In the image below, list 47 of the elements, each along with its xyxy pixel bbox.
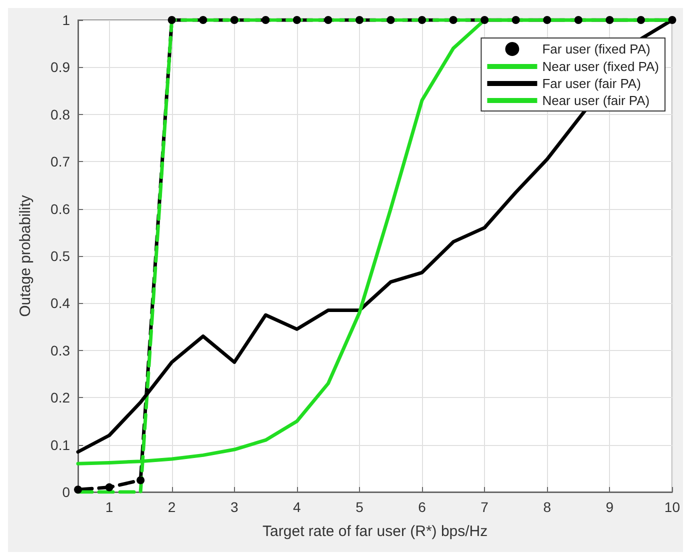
point	[574, 16, 582, 24]
legend-label: Near user (fair PA)	[542, 93, 650, 108]
y-axis-title: Outage probability	[17, 194, 34, 317]
legend-label: Near user (fixed PA)	[542, 59, 659, 74]
y-tick-label: 0.7	[50, 154, 70, 170]
point	[136, 476, 145, 484]
point	[386, 16, 395, 24]
y-tick-label: 0	[62, 484, 70, 500]
y-tick-label: 0.6	[50, 200, 70, 217]
legend-label: Far user (fair PA)	[542, 76, 641, 91]
y-tick-label: 0.8	[50, 106, 70, 122]
y-tick-label: 0.5	[50, 248, 70, 264]
legend-label: Far user (fixed PA)	[542, 42, 650, 56]
point	[512, 16, 520, 24]
y-tick-label: 0.4	[50, 295, 70, 312]
y-tick-label: 0.1	[50, 436, 70, 453]
x-tick-label: 10	[664, 499, 680, 515]
point	[606, 16, 614, 24]
x-tick-label: 9	[606, 499, 614, 515]
x-tick-label: 6	[418, 499, 426, 515]
point	[168, 16, 176, 24]
x-axis-title: Target rate of far user (R*) bps/Hz	[262, 523, 488, 540]
y-tick-label: 0.9	[50, 59, 70, 76]
point	[449, 16, 458, 24]
y-tick-label: 1	[62, 12, 70, 28]
x-tick-label: 5	[356, 499, 364, 515]
point	[324, 16, 332, 24]
point	[292, 16, 301, 24]
point	[105, 483, 114, 492]
x-tick-label: 7	[480, 499, 489, 515]
x-tick-label: 4	[293, 499, 302, 515]
point	[262, 16, 270, 24]
point	[668, 16, 676, 24]
point	[355, 16, 364, 24]
y-tick-label: 0.2	[50, 390, 70, 406]
point	[230, 16, 238, 24]
point	[74, 486, 82, 494]
x-tick-label: 3	[230, 499, 238, 515]
point	[543, 16, 552, 24]
point	[199, 16, 208, 24]
x-tick-label: 2	[168, 499, 176, 515]
y-tick-label: 0.3	[50, 342, 70, 358]
x-tick-label: 8	[543, 499, 552, 515]
x-tick-label: 1	[105, 499, 114, 515]
point	[418, 16, 426, 24]
point	[480, 16, 489, 24]
point	[636, 16, 645, 24]
